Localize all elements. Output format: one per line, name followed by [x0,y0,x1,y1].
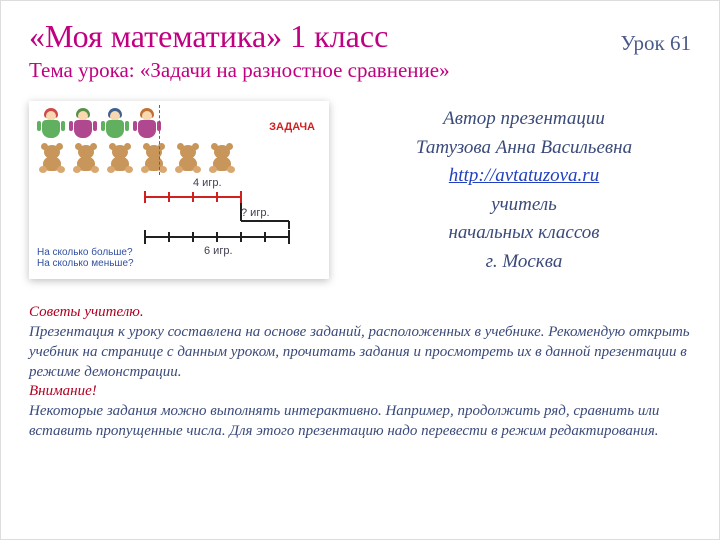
author-line-5: начальных классов [357,219,691,248]
slide-title: «Моя математика» 1 класс [29,19,691,54]
lesson-number: Урок 61 [621,31,691,56]
bear-icon [173,143,203,173]
bear-icon [71,143,101,173]
author-block: Автор презентации Татузова Анна Васильев… [357,101,691,279]
diagram-label-top: 4 игр. [193,177,222,189]
separator [159,105,160,175]
doll-icon [69,107,97,141]
advice-text-1: Презентация к уроку составлена на основе… [29,323,691,382]
number-diagram: 4 игр. ? игр. 6 игр. [139,179,319,266]
author-line-1: Автор презентации [357,105,691,134]
lesson-thumbnail: ЗАДАЧА На сколько больше? На сколько мен… [29,101,329,279]
author-line-4: учитель [357,191,691,220]
bear-icon [207,143,237,173]
author-line-6: г. Москва [357,248,691,277]
advice-heading-2: Внимание! [29,382,691,402]
doll-icon [101,107,129,141]
diagram-label-bot: 6 игр. [204,245,233,257]
author-link[interactable]: http://avtatuzova.ru [449,165,599,186]
diagram-label-mid: ? игр. [241,207,270,219]
doll-icon [133,107,161,141]
bear-icon [37,143,67,173]
bear-icon [105,143,135,173]
slide-subtitle: Тема урока: «Задачи на разностное сравне… [29,58,691,83]
q-more: На сколько больше? [37,247,134,258]
advice-text-2: Некоторые задания можно выполнять интера… [29,402,691,442]
compare-questions: На сколько больше? На сколько меньше? [37,247,134,269]
doll-icon [37,107,65,141]
author-name: Татузова Анна Васильевна [357,134,691,163]
advice-heading-1: Советы учителю. [29,303,691,323]
q-less: На сколько меньше? [37,258,134,269]
bears-row [37,143,321,173]
zadacha-label: ЗАДАЧА [269,121,315,133]
bear-icon [139,143,169,173]
advice-block: Советы учителю. Презентация к уроку сост… [29,303,691,442]
